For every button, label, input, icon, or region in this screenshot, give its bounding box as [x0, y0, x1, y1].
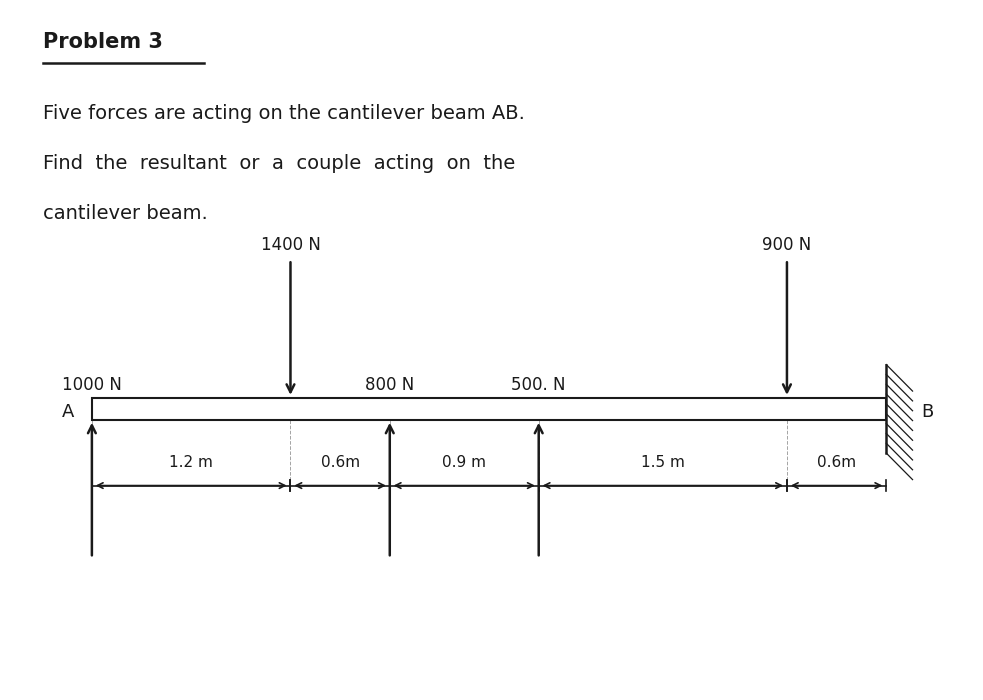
Text: Problem 3: Problem 3: [43, 32, 163, 52]
Text: Find  the  resultant  or  a  couple  acting  on  the: Find the resultant or a couple acting on…: [43, 154, 515, 174]
Bar: [91, 398, 887, 420]
Text: 800 N: 800 N: [365, 377, 415, 394]
Text: 0.6m: 0.6m: [817, 456, 856, 470]
Text: cantilever beam.: cantilever beam.: [43, 204, 207, 223]
Text: 1400 N: 1400 N: [260, 236, 320, 254]
Text: Five forces are acting on the cantilever beam AB.: Five forces are acting on the cantilever…: [43, 104, 525, 123]
Text: B: B: [921, 403, 934, 421]
Text: 0.6m: 0.6m: [320, 456, 360, 470]
Text: A: A: [62, 403, 75, 421]
Text: 900 N: 900 N: [763, 236, 812, 254]
Text: 1000 N: 1000 N: [62, 377, 122, 394]
Bar: [887, 365, 915, 453]
Text: 0.9 m: 0.9 m: [442, 456, 487, 470]
Text: 500. N: 500. N: [511, 377, 566, 394]
Text: 1.5 m: 1.5 m: [641, 456, 685, 470]
Text: 1.2 m: 1.2 m: [169, 456, 213, 470]
